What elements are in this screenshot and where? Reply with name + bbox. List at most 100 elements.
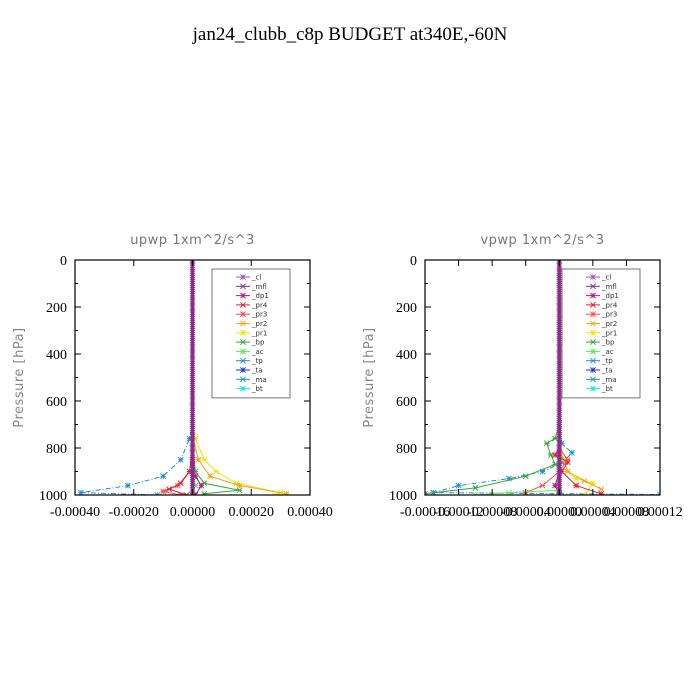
- zero-line-point-stroke: [556, 280, 563, 287]
- zero-line-point: [556, 333, 563, 340]
- zero-line-point: [189, 462, 196, 469]
- zero-line-point: [556, 345, 563, 352]
- zero-line-point-stroke: [556, 368, 563, 375]
- legend-label: _ta: [601, 367, 613, 375]
- legend-marker: [240, 329, 246, 336]
- zero-line-point-stroke: [189, 333, 196, 340]
- zero-line-point-stroke: [189, 421, 196, 428]
- legend-label: _ac: [251, 348, 264, 356]
- zero-line-point-stroke: [556, 345, 563, 352]
- zero-line-point-stroke: [556, 298, 563, 305]
- x-tick-label: 0.00000: [170, 505, 216, 520]
- legend-label: _pr1: [601, 329, 617, 337]
- zero-line-point-stroke: [556, 456, 563, 463]
- y-tick-label: 400: [46, 348, 67, 363]
- zero-line-point: [189, 433, 196, 440]
- series-point-tp: [77, 489, 84, 495]
- panel-title: upwp 1xm^2/s^3: [130, 233, 255, 248]
- zero-line-point: [189, 468, 196, 475]
- series-point-dp1-stroke: [198, 482, 205, 489]
- legend-marker-stroke: [240, 311, 246, 318]
- series-group: [77, 260, 290, 495]
- legend-label: _dp1: [601, 292, 619, 300]
- x-tick-label: -0.00020: [109, 505, 159, 520]
- zero-line-point-stroke: [189, 392, 196, 399]
- zero-line-point: [189, 386, 196, 393]
- legend-box: [561, 268, 641, 399]
- zero-line-point: [556, 409, 563, 416]
- legend-marker-stroke: [590, 274, 596, 280]
- zero-line-point: [556, 304, 563, 310]
- zero-line-point-stroke: [556, 356, 563, 363]
- series-point-pr4: [183, 492, 190, 495]
- zero-line-point: [189, 298, 196, 305]
- panel-vpwp: vpwp 1xm^2/s^3 Pressure [hPa] 0 200 400 600 80…: [362, 233, 683, 520]
- zero-line-point: [189, 368, 196, 375]
- zero-line-point: [189, 450, 196, 457]
- zero-line-point-stroke: [556, 398, 563, 404]
- legend-marker-stroke: [590, 385, 596, 392]
- zero-line-point-stroke: [556, 362, 563, 369]
- series-point-tp: [154, 492, 161, 495]
- y-tick-label: 1000: [389, 489, 417, 504]
- series-point-pr4-stroke: [185, 492, 190, 495]
- series-point-pr2-stroke: [207, 473, 214, 480]
- zero-line-point-stroke: [189, 286, 196, 293]
- y-tick-label: 800: [46, 442, 67, 457]
- zero-line-point: [556, 286, 563, 293]
- y-tick-label: 200: [396, 301, 417, 316]
- zero-line-point-stroke: [556, 315, 563, 322]
- zero-line-point-stroke: [189, 268, 196, 275]
- zero-line-point: [556, 339, 563, 346]
- series-point-ac: [506, 489, 512, 495]
- legend-marker: [240, 301, 246, 308]
- zero-line-point-stroke: [556, 327, 563, 334]
- series-point-pr3: [539, 482, 546, 489]
- series-point-pr1-stroke: [589, 480, 596, 487]
- legend-label: _pr4: [601, 301, 618, 309]
- zero-line-point: [189, 380, 196, 387]
- series-point-ac-stroke: [472, 492, 476, 495]
- y-axis-label: Pressure [hPa]: [12, 327, 27, 427]
- zero-line-point-stroke: [558, 492, 563, 495]
- y-tick-label: 800: [396, 442, 417, 457]
- y-tick-label: 1000: [39, 489, 67, 504]
- legend-marker: [240, 367, 246, 373]
- zero-line-point-stroke: [556, 403, 563, 410]
- legend-label: _tp: [251, 357, 263, 365]
- legend-marker-stroke: [590, 367, 596, 373]
- legend-label: _bp: [251, 339, 265, 347]
- zero-line-point: [556, 351, 563, 357]
- zero-line-point: [189, 309, 196, 316]
- legend-marker-stroke: [240, 385, 246, 392]
- x-tick-label: 0.00012: [637, 505, 683, 520]
- zero-line-point-stroke: [556, 392, 563, 399]
- series-point-bp: [552, 461, 559, 468]
- series-point-pr1: [271, 492, 278, 495]
- zero-line-point: [556, 445, 563, 451]
- x-tick-label: 0.00020: [229, 505, 275, 520]
- x-tick-label: -0.00040: [50, 505, 100, 520]
- zero-line-point-stroke: [189, 474, 196, 481]
- series-point-pr2: [195, 456, 202, 463]
- legend-marker: [590, 320, 596, 327]
- zero-line-point: [556, 374, 563, 381]
- legend-marker: [240, 339, 246, 346]
- legend-label: _ma: [251, 376, 267, 384]
- series-point-pr2-stroke: [284, 490, 290, 495]
- zero-line-point: [189, 286, 196, 293]
- legend-marker: [590, 292, 596, 299]
- zero-line-point: [556, 439, 563, 446]
- zero-line-point: [556, 298, 563, 305]
- series-point-ac: [472, 492, 479, 495]
- legend-marker-stroke: [240, 348, 246, 355]
- zero-line-point-stroke: [189, 380, 196, 387]
- zero-line-point: [189, 480, 196, 487]
- legend-label: _ac: [601, 348, 614, 356]
- zero-line-point: [189, 339, 196, 346]
- series-line-bp: [425, 260, 560, 495]
- zero-line-point-stroke: [556, 480, 563, 487]
- legend: _cl_mfl_dp1_pr4_pr3_pr2_pr1_bp_ac_tp_ta_…: [211, 268, 291, 399]
- zero-line-point-stroke: [189, 492, 194, 495]
- zero-line-point-stroke: [556, 415, 563, 422]
